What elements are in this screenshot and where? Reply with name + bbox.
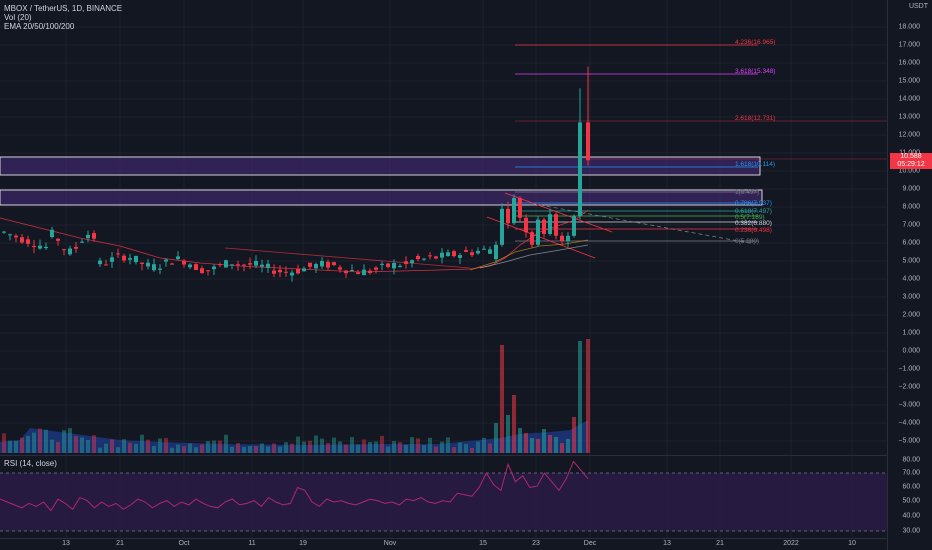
trend-lines[interactable] <box>224 192 756 269</box>
fib-level-labels: 4.236(16.965) 3.618(15.348) 2.618(12.731… <box>735 39 775 245</box>
rsi-tick-label: 50.00 <box>902 497 920 505</box>
fib-label: 3.618(15.348) <box>735 68 775 75</box>
time-tick-label: 10 <box>848 540 856 547</box>
time-tick-label: Nov <box>383 540 397 547</box>
price-tick-label: 10.000 <box>898 167 920 175</box>
price-tick-label: 16.000 <box>898 59 920 67</box>
ema-indicator-label[interactable]: EMA 20/50/100/200 <box>4 22 75 31</box>
price-tick-label: 12.000 <box>898 131 920 139</box>
fib-label: 0.5(7.189) <box>735 214 765 221</box>
price-grid <box>0 0 888 538</box>
rsi-tick-label: 80.00 <box>902 456 920 464</box>
symbol-title[interactable]: MBOX / TetherUS, 1D, BINANCE <box>4 4 123 13</box>
price-tick-label: 1.000 <box>902 329 920 337</box>
fib-label: 0.236(6.498) <box>735 227 772 234</box>
price-tick-label: 4.000 <box>902 275 920 283</box>
supply-zone-upper[interactable] <box>0 156 761 176</box>
rsi-band <box>0 473 888 531</box>
rsi-tick-label: 40.00 <box>902 512 920 520</box>
fib-label: 0(5.880) <box>735 238 759 245</box>
price-tick-label: 6.000 <box>902 239 920 247</box>
time-axis[interactable]: 13 21 Oct 11 19 Nov 15 23 Dec 13 21 2022 10 <box>0 538 888 550</box>
rsi-panel[interactable]: RSI (14, close) <box>0 455 888 540</box>
last-price-value: 10.588 <box>900 153 922 160</box>
rsi-tick-label: 60.00 <box>902 483 920 491</box>
time-tick-label: 13 <box>62 540 70 547</box>
time-tick-label: 15 <box>479 540 487 547</box>
price-tick-label: 3.000 <box>902 293 920 301</box>
time-tick-label: 19 <box>299 540 307 547</box>
time-tick-label: 13 <box>663 540 671 547</box>
fib-label: 0.382(6.880) <box>735 220 772 227</box>
price-tick-label: 9.000 <box>902 185 920 193</box>
rsi-tick-label: 70.00 <box>902 469 920 477</box>
time-tick-label: Oct <box>178 540 190 547</box>
price-tick-label: −3.000 <box>898 401 920 409</box>
fib-label: 4.236(16.965) <box>735 39 775 46</box>
price-tick-label: 2.000 <box>902 311 920 319</box>
volume-bars <box>2 339 590 453</box>
fib-label: 1(8.497) <box>735 189 759 196</box>
time-tick-label: 23 <box>532 540 540 547</box>
rsi-line[interactable] <box>0 460 589 512</box>
price-tick-label: −2.000 <box>898 383 920 391</box>
rsi-indicator-label[interactable]: RSI (14, close) <box>4 459 57 468</box>
price-tick-label: −1.000 <box>898 365 920 373</box>
volume-indicator-label[interactable]: Vol (20) <box>4 13 32 22</box>
price-tick-label: 0.000 <box>902 347 920 355</box>
price-tick-label: 14.000 <box>898 95 920 103</box>
price-tick-label: 15.000 <box>898 77 920 85</box>
price-tick-label: −4.000 <box>898 419 920 427</box>
time-tick-label: 11 <box>248 540 256 547</box>
main-chart[interactable]: 4.236(16.965) 3.618(15.348) 2.618(12.731… <box>0 0 888 550</box>
fib-label: 0.786(7.937) <box>735 200 772 207</box>
price-tick-label: 13.000 <box>898 113 920 121</box>
price-tick-label: 17.000 <box>898 41 920 49</box>
last-price-badge: 10.588 05:29:12 <box>890 153 932 169</box>
supply-zone-lower[interactable] <box>0 189 763 206</box>
volume-ema-area <box>0 420 588 453</box>
price-tick-label: 18.000 <box>898 23 920 31</box>
price-tick-label: 8.000 <box>902 203 920 211</box>
fib-extension-lines[interactable] <box>515 44 888 242</box>
time-tick-label: 21 <box>716 540 724 547</box>
price-candles[interactable] <box>2 66 590 282</box>
price-tick-label: 5.000 <box>902 257 920 265</box>
rsi-tick-label: 30.00 <box>902 527 920 535</box>
time-tick-label: 2022 <box>783 540 799 547</box>
fib-label: 1.618(10.114) <box>735 161 775 168</box>
fib-label: 0.618(7.497) <box>735 208 772 215</box>
time-tick-label: 21 <box>116 540 124 547</box>
price-tick-label: −5.000 <box>898 437 920 445</box>
price-tick-label: 7.000 <box>902 221 920 229</box>
fib-label: 2.618(12.731) <box>735 115 775 122</box>
axis-unit-label: USDT <box>908 3 928 10</box>
chart-legend[interactable]: MBOX / TetherUS, 1D, BINANCE Vol (20) EM… <box>4 4 122 31</box>
price-axis[interactable]: USDT 18.000 17.000 16.000 15.000 14.000 13.00… <box>887 0 932 550</box>
countdown-timer: 05:29:12 <box>897 161 925 168</box>
time-tick-label: Dec <box>583 540 597 547</box>
